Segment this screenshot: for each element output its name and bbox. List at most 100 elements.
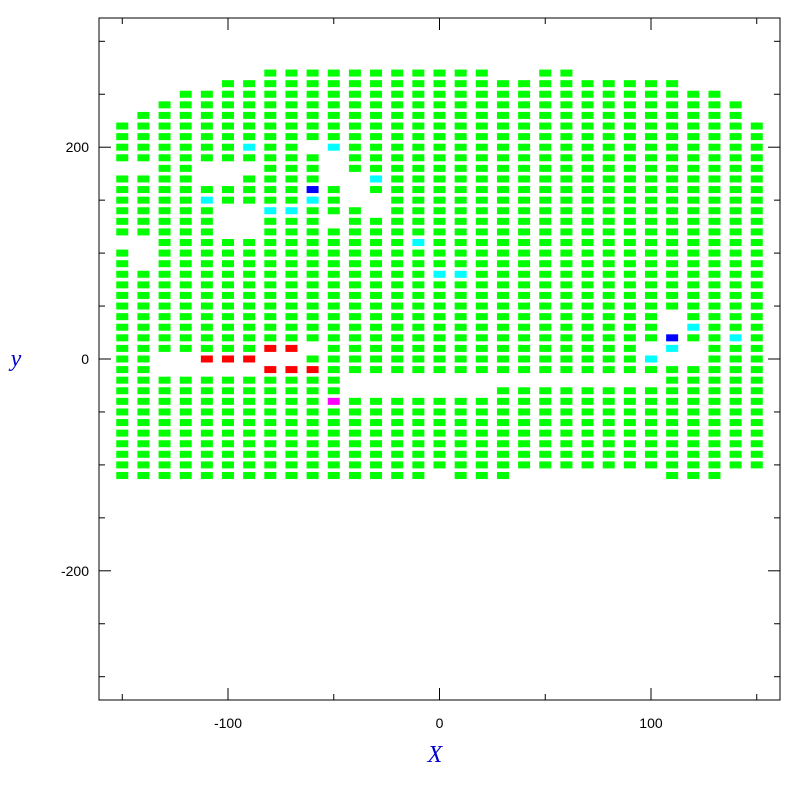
- tile: [687, 366, 700, 374]
- tile: [539, 217, 552, 225]
- tile: [412, 228, 425, 236]
- tile: [518, 461, 531, 469]
- tile: [433, 217, 446, 225]
- tile: [348, 69, 361, 77]
- tile: [708, 207, 721, 215]
- tile: [581, 397, 594, 405]
- tile: [158, 133, 171, 141]
- tile: [370, 186, 383, 194]
- tile: [264, 80, 277, 88]
- tile: [666, 196, 679, 204]
- tile: [666, 397, 679, 405]
- tile: [306, 249, 319, 257]
- tile: [475, 196, 488, 204]
- tile: [264, 186, 277, 194]
- tile: [306, 471, 319, 479]
- tile: [581, 80, 594, 88]
- tile: [158, 450, 171, 458]
- tile: [623, 122, 636, 130]
- tile: [412, 419, 425, 427]
- tile: [581, 344, 594, 352]
- tile: [623, 175, 636, 183]
- tile: [729, 122, 742, 130]
- tile: [433, 291, 446, 299]
- tile: [179, 344, 192, 352]
- tile: [581, 323, 594, 331]
- tile: [708, 334, 721, 342]
- tile: [454, 260, 467, 268]
- tile: [496, 429, 509, 437]
- highlight-tile: [200, 196, 213, 204]
- tile: [433, 196, 446, 204]
- tile: [644, 419, 657, 427]
- tile: [370, 313, 383, 321]
- tile: [518, 313, 531, 321]
- tile: [348, 291, 361, 299]
- tile: [708, 366, 721, 374]
- tile: [518, 217, 531, 225]
- tile: [306, 228, 319, 236]
- tile: [518, 450, 531, 458]
- tile: [200, 461, 213, 469]
- tile: [433, 122, 446, 130]
- tile: [200, 143, 213, 151]
- tile: [539, 196, 552, 204]
- tile: [454, 111, 467, 119]
- tile: [264, 111, 277, 119]
- tile: [200, 90, 213, 98]
- tile: [433, 344, 446, 352]
- tile: [348, 450, 361, 458]
- tile: [222, 323, 235, 331]
- y-axis-label: y: [9, 346, 22, 372]
- tile: [391, 440, 404, 448]
- tile: [581, 133, 594, 141]
- tile: [179, 461, 192, 469]
- tile: [708, 133, 721, 141]
- tile: [243, 323, 256, 331]
- tile: [496, 101, 509, 109]
- tile: [264, 90, 277, 98]
- tile: [116, 397, 129, 405]
- tile: [539, 122, 552, 130]
- tile: [412, 471, 425, 479]
- tile: [623, 133, 636, 141]
- tile: [391, 450, 404, 458]
- tile: [750, 302, 763, 310]
- tile: [370, 122, 383, 130]
- tile: [179, 313, 192, 321]
- tile: [348, 249, 361, 257]
- tile: [137, 450, 150, 458]
- tile: [687, 175, 700, 183]
- tile: [560, 228, 573, 236]
- tile: [391, 111, 404, 119]
- tile: [370, 471, 383, 479]
- tile: [475, 90, 488, 98]
- tile: [285, 111, 298, 119]
- tile: [602, 366, 615, 374]
- tile: [200, 429, 213, 437]
- tile: [264, 291, 277, 299]
- tile: [243, 291, 256, 299]
- tile: [158, 313, 171, 321]
- tile: [412, 302, 425, 310]
- tile: [623, 387, 636, 395]
- tile: [306, 69, 319, 77]
- tile: [729, 355, 742, 363]
- tile: [433, 429, 446, 437]
- tile: [285, 249, 298, 257]
- tile: [200, 291, 213, 299]
- tile: [158, 101, 171, 109]
- tile: [285, 408, 298, 416]
- tile: [370, 101, 383, 109]
- tile: [264, 419, 277, 427]
- tile: [306, 291, 319, 299]
- tile: [687, 419, 700, 427]
- tile: [243, 260, 256, 268]
- tile: [602, 133, 615, 141]
- tile: [581, 175, 594, 183]
- tile: [116, 291, 129, 299]
- tile: [391, 334, 404, 342]
- tile: [496, 281, 509, 289]
- tile: [158, 334, 171, 342]
- tile: [602, 207, 615, 215]
